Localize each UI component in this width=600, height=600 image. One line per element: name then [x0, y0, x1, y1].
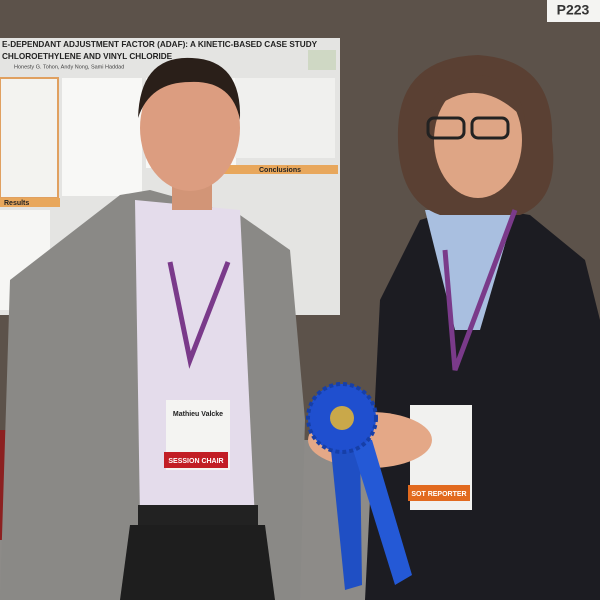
poster-plots: [62, 78, 142, 196]
man-belt: [138, 505, 258, 527]
woman-face: [434, 82, 522, 198]
ribbon-tail: [350, 440, 412, 585]
badge-role: SOT REPORTER: [411, 491, 466, 498]
glasses: [470, 116, 510, 140]
man-shirt: [135, 200, 255, 520]
poster-section: Results: [4, 200, 29, 207]
poster-logo: [308, 50, 336, 70]
booth-sign: [547, 0, 600, 22]
badge-ribbon: [408, 485, 470, 501]
woman-lanyard: [442, 209, 518, 371]
man-trousers: [120, 525, 275, 600]
badge-ribbon: [164, 452, 228, 468]
woman-hair: [430, 75, 525, 120]
poster-section: Conclusions: [259, 167, 301, 174]
ribbon-tail: [330, 440, 362, 590]
ribbon-medal: [330, 406, 354, 430]
poster-table: [235, 78, 335, 158]
poster-title: CHLOROETHYLENE AND VINYL CHLORIDE: [2, 52, 173, 61]
poster-authors: Honesty G. Tohon, Andy Nong, Sami Haddad: [14, 64, 124, 70]
man-lanyard: [167, 261, 231, 369]
poster-section-bar: [0, 198, 60, 207]
poster-section-bar: [222, 165, 338, 174]
poster-title: E-DEPENDANT ADJUSTMENT FACTOR (ADAF): A …: [2, 40, 318, 49]
badge-role: SESSION CHAIR: [168, 458, 223, 465]
badge-name: Mathieu Valcke: [173, 411, 223, 418]
man-face: [140, 65, 240, 191]
man-hair: [138, 57, 241, 120]
booth-number: P223: [557, 2, 590, 18]
poster-figure: [0, 77, 59, 199]
glasses: [426, 116, 466, 140]
